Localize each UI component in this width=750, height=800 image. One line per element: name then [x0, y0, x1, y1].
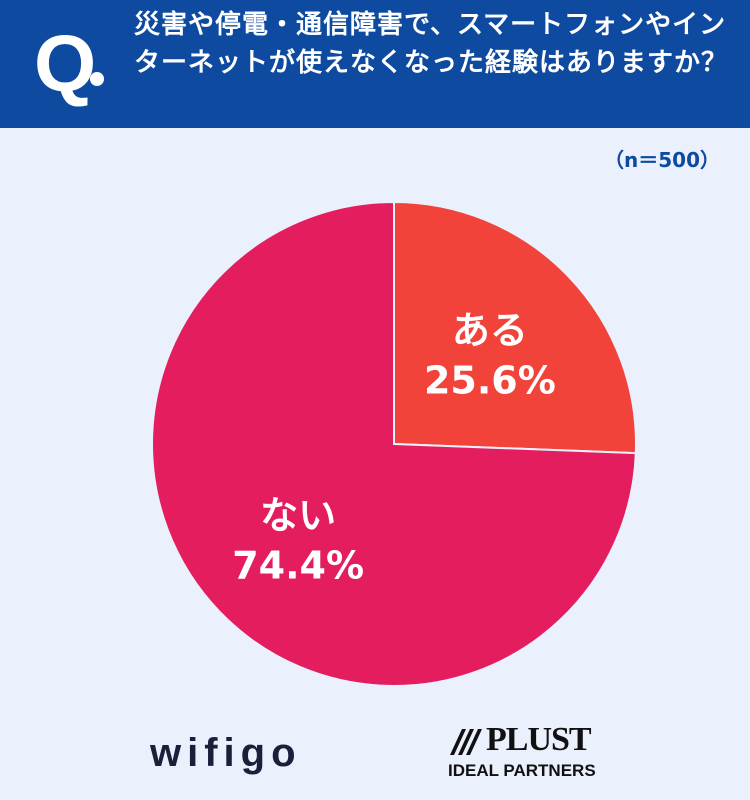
- pie-slice-0: [393, 200, 637, 455]
- plust-mark-icon: [450, 729, 482, 755]
- pie-slice-1: [151, 200, 637, 687]
- q-mark: Q: [34, 19, 97, 108]
- slice-label-1: ない: [260, 493, 336, 537]
- slice-label-0: ある: [452, 309, 528, 353]
- plust-logo: PLUST: [486, 721, 592, 758]
- logo-bar: wifigo PLUST IDEAL PARTNERS: [0, 715, 750, 795]
- slice-value-1: 74.4%: [232, 543, 364, 587]
- wifigo-logo: wifigo: [150, 731, 302, 775]
- sample-size: （n＝500）: [604, 148, 720, 172]
- plust-subtitle: IDEAL PARTNERS: [448, 761, 596, 780]
- question-header: Q 災害や停電・通信障害で、スマートフォンやインターネットが使えなくなった経験は…: [0, 0, 750, 128]
- slice-value-0: 25.6%: [424, 359, 556, 403]
- question-text: 災害や停電・通信障害で、スマートフォンやインターネットが使えなくなった経験はあり…: [134, 10, 729, 78]
- q-dot-icon: [90, 72, 104, 86]
